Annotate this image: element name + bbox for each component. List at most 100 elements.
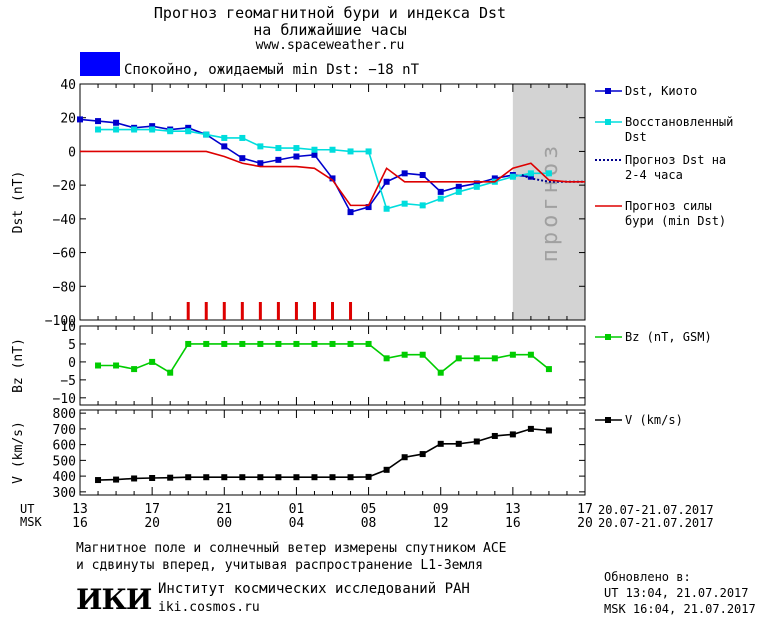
data-point (239, 134, 246, 141)
data-point (383, 355, 390, 362)
x-tick-label-ut: 17 (144, 502, 160, 517)
status-text: Спокойно, ожидаемый min Dst: −18 nT (124, 62, 420, 78)
y-axis-label: Dst (nT) (11, 171, 26, 234)
data-point (401, 454, 408, 461)
institute-name: Институт космических исследований РАН (158, 581, 470, 597)
panel-frame (79, 83, 586, 321)
data-point (239, 155, 246, 162)
data-point (275, 340, 282, 347)
y-tick-label: −80 (53, 280, 76, 295)
x-tick-label-msk: 00 (216, 516, 232, 531)
x-tick-label-ut: 13 (505, 502, 521, 517)
data-point (311, 146, 318, 153)
data-point (293, 340, 300, 347)
data-point (329, 175, 336, 182)
data-point (185, 128, 192, 135)
legend-label: V (km/s) (625, 413, 683, 427)
data-point (221, 340, 228, 347)
data-point (419, 351, 426, 358)
data-point (275, 156, 282, 163)
legend-marker (605, 417, 611, 423)
data-point (329, 340, 336, 347)
y-tick-label: 400 (53, 470, 76, 485)
series-line (98, 343, 550, 374)
data-point (419, 451, 426, 458)
ut-axis-label: UT (20, 502, 35, 516)
data-point (527, 170, 534, 177)
legend-marker (605, 334, 611, 340)
x-tick-label-msk: 16 (72, 516, 88, 531)
data-point (383, 466, 390, 473)
data-point (509, 351, 516, 358)
legend-label-line: Dst, Киото (625, 84, 697, 98)
data-point (131, 475, 138, 482)
data-point (185, 124, 192, 131)
data-point (437, 195, 444, 202)
y-axis-label: V (km/s) (11, 421, 26, 484)
iki-logo[interactable]: ИКИ (76, 583, 152, 616)
series-line (98, 128, 549, 210)
data-point (149, 358, 156, 365)
data-point (77, 116, 83, 123)
x-tick-label-msk: 04 (289, 516, 305, 531)
y-tick-label: 700 (53, 423, 76, 438)
data-point (329, 146, 336, 153)
data-point (419, 172, 426, 179)
data-point (239, 340, 246, 347)
data-point (167, 369, 174, 376)
x-tick-label-ut: 13 (72, 502, 88, 517)
data-point (293, 153, 300, 160)
data-point (257, 474, 264, 481)
x-tick-label-msk: 20 (144, 516, 160, 531)
data-point (95, 362, 102, 369)
data-point (545, 427, 552, 434)
data-point (113, 126, 120, 133)
source-url[interactable]: www.spaceweather.ru (255, 38, 405, 53)
data-point (257, 160, 264, 167)
x-tick-label-msk: 12 (433, 516, 449, 531)
data-point (473, 438, 480, 445)
data-point (293, 474, 300, 481)
y-tick-label: 20 (60, 112, 76, 127)
legend-label: Dst, Киото (625, 84, 697, 98)
panel-frame (79, 325, 586, 406)
note-line-2: и сдвинуты вперед, учитывая распростране… (76, 558, 483, 573)
data-point (491, 175, 498, 182)
y-tick-label: −40 (53, 213, 76, 228)
data-point (149, 126, 156, 133)
y-tick-label: 0 (68, 145, 76, 160)
data-point (365, 204, 372, 211)
x-tick-label-msk: 16 (505, 516, 521, 531)
data-point (185, 340, 192, 347)
data-point (275, 145, 282, 152)
data-point (401, 170, 408, 177)
institute-site[interactable]: iki.cosmos.ru (158, 600, 260, 615)
data-point (455, 440, 462, 447)
data-point (527, 425, 534, 432)
legend-label: Восстановленный Dst (625, 115, 733, 144)
data-point (473, 183, 480, 190)
data-point (491, 432, 498, 439)
x-tick-label-msk: 20 (577, 516, 593, 531)
x-tick-label-msk: 08 (361, 516, 377, 531)
legend-label-line: Dst (625, 130, 647, 144)
data-point (95, 126, 102, 133)
updated-msk: MSK 16:04, 21.07.2017 (604, 602, 756, 616)
y-tick-label: 500 (53, 454, 76, 469)
data-point (221, 143, 228, 150)
date-range-msk: 20.07-21.07.2017 (598, 516, 714, 530)
data-point (365, 473, 372, 480)
legend-label: Bz (nT, GSM) (625, 330, 712, 344)
updated-label: Обновлено в: (604, 570, 691, 584)
data-point (203, 340, 210, 347)
data-point (509, 431, 516, 438)
data-point (419, 202, 426, 209)
data-point (347, 148, 354, 155)
legend-label-line: 2-4 часа (625, 168, 683, 182)
data-point (455, 183, 462, 190)
y-tick-label: 0 (68, 356, 76, 371)
data-point (257, 143, 264, 150)
x-tick-label-ut: 01 (289, 502, 305, 517)
data-point (311, 474, 318, 481)
data-point (293, 145, 300, 152)
